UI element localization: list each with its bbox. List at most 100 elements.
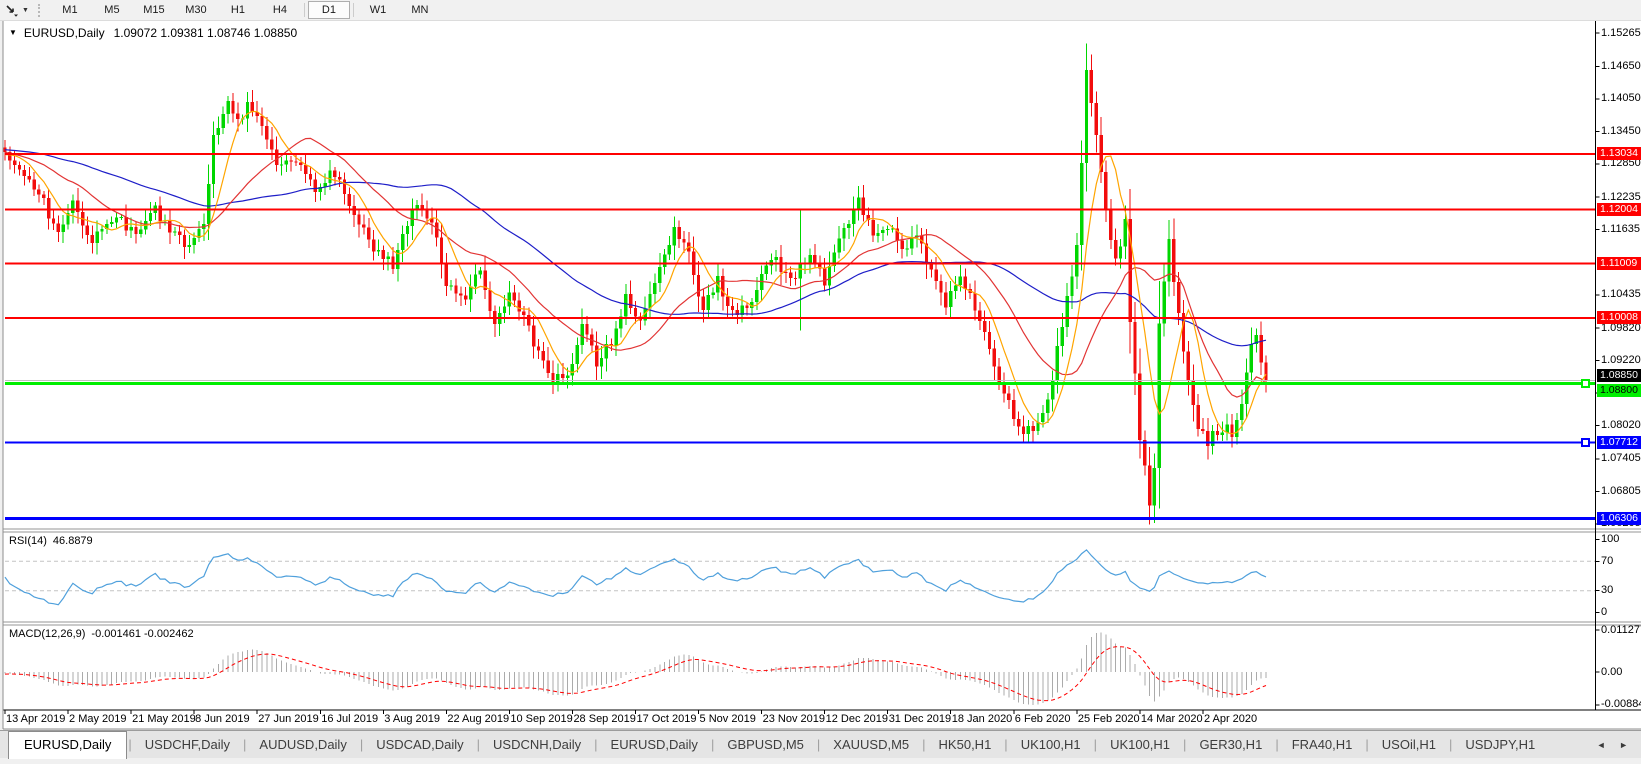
ma-line-21	[4, 137, 1267, 398]
bid-price-chip: 1.08850	[1597, 368, 1641, 382]
hlines-layer	[5, 152, 1595, 520]
price-chip-1.12004: 1.12004	[1597, 203, 1641, 217]
chart-tab-13-usoil-h1[interactable]: USOil,H1	[1381, 736, 1436, 752]
price-axis-label-1.15265: 1.15265	[1601, 26, 1641, 39]
tab-scroll-right-icon[interactable]: ►	[1619, 739, 1628, 750]
date-label-18-Jan-2020: 18 Jan 2020	[951, 713, 1013, 725]
rsi-value: 46.8879	[52, 535, 93, 547]
toolbar-separator	[352, 3, 354, 17]
price-chip-1.07712: 1.07712	[1597, 435, 1641, 449]
timeframe-button-m30[interactable]: M30	[185, 4, 207, 16]
price-chip-1.11009: 1.11009	[1597, 257, 1641, 271]
hline-handle-1.07712[interactable]	[1581, 437, 1590, 447]
rsi-axis-label-70: 70	[1601, 554, 1614, 567]
chart-tab-8-hk50-h1[interactable]: HK50,H1	[938, 736, 992, 752]
macd-axis-label-0.00: 0.00	[1601, 665, 1623, 678]
price-axis-label-1.10435: 1.10435	[1601, 288, 1641, 301]
date-label-8-Jun-2019: 8 Jun 2019	[195, 713, 250, 725]
price-axis-label-1.12235: 1.12235	[1601, 190, 1641, 203]
chart-tab-6-gbpusd-m5[interactable]: GBPUSD,M5	[727, 736, 804, 752]
date-label-31-Dec-2019: 31 Dec 2019	[888, 713, 952, 725]
rsi-line	[4, 549, 1267, 606]
hline-handle-1.08800[interactable]	[1581, 378, 1590, 388]
dropdown-caret-icon[interactable]: ▼	[22, 6, 29, 14]
toolbar-grip-handle[interactable]	[37, 3, 40, 17]
tab-separator: |	[710, 737, 715, 752]
rsi-axis-label-100: 100	[1601, 532, 1620, 545]
chart-symbol-label: EURUSD,Daily	[23, 26, 105, 40]
tab-separator: |	[1275, 737, 1279, 752]
chart-tabs: EURUSD,Daily | USDCHF,Daily | AUDUSD,Daily | U…	[0, 731, 1547, 759]
price-chip-1.06306: 1.06306	[1597, 512, 1641, 526]
timeframe-button-m1[interactable]: M1	[62, 4, 78, 16]
chart-tab-10-uk100-h1[interactable]: UK100,H1	[1110, 736, 1171, 752]
chart-cursor-icon[interactable]	[5, 4, 19, 17]
tab-separator: |	[922, 737, 926, 752]
tab-separator: |	[128, 737, 132, 752]
tab-separator: |	[816, 737, 821, 752]
ma-line-50	[4, 149, 1267, 347]
price-axis-label-1.08020: 1.08020	[1601, 419, 1641, 432]
toolbar-separator	[303, 3, 305, 17]
tab-separator: |	[1183, 737, 1187, 752]
tab-separator: |	[243, 737, 247, 752]
tab-separator: |	[476, 737, 481, 752]
rsi-title: RSI(14) 46.8879	[9, 535, 93, 547]
chart-tab-2-audusd-daily[interactable]: AUDUSD,Daily	[259, 736, 347, 752]
macd-value: -0.001461 -0.002462	[91, 628, 194, 640]
date-label-3-Aug-2019: 3 Aug 2019	[384, 713, 440, 725]
price-axis-label-1.14050: 1.14050	[1601, 92, 1641, 105]
timeframe-button-d1[interactable]: D1	[307, 1, 350, 19]
date-label-27-Jun-2019: 27 Jun 2019	[258, 713, 319, 725]
date-label-17-Oct-2019: 17 Oct 2019	[636, 713, 697, 725]
date-label-10-Sep-2019: 10 Sep 2019	[510, 713, 573, 725]
date-label-16-Jul-2019: 16 Jul 2019	[321, 713, 379, 725]
chart-tab-11-ger30-h1[interactable]: GER30,H1	[1199, 736, 1263, 752]
date-label-5-Nov-2019: 5 Nov 2019	[699, 713, 756, 725]
timeframe-button-m15[interactable]: M15	[143, 4, 165, 16]
tab-scroll-left-icon[interactable]: ◄	[1596, 739, 1606, 750]
timeframe-button-m5[interactable]: M5	[104, 4, 120, 16]
timeframe-toolbar: ▼ M1 M5 M15 M30 H1 H4 D1 W1 MN	[0, 0, 1641, 21]
rsi-name: RSI(14)	[9, 535, 47, 547]
tab-scroll-arrows: ◄ ►	[1586, 740, 1628, 750]
date-label-21-May-2019: 21 May 2019	[132, 713, 196, 725]
date-label-2-May-2019: 2 May 2019	[69, 713, 127, 725]
tab-separator: |	[594, 737, 598, 752]
timeframe-button-mn[interactable]: MN	[411, 4, 429, 16]
date-label-25-Feb-2020: 25 Feb 2020	[1077, 713, 1140, 725]
chart-tab-5-eurusd-daily[interactable]: EURUSD,Daily	[610, 736, 698, 752]
chart-tab-1-usdchf-daily[interactable]: USDCHF,Daily	[144, 736, 231, 752]
chart-tab-0-eurusd-daily[interactable]: EURUSD,Daily	[8, 731, 128, 759]
price-axis-label-1.09220: 1.09220	[1601, 354, 1641, 367]
tab-separator: |	[359, 737, 364, 752]
collapse-triangle-icon[interactable]: ▼	[9, 28, 17, 37]
price-axis-label-1.13450: 1.13450	[1601, 124, 1641, 137]
timeframe-button-w1[interactable]: W1	[369, 4, 387, 16]
timeframe-button-h1[interactable]: H1	[230, 4, 245, 16]
chart-tab-14-usdjpy-h1[interactable]: USDJPY,H1	[1465, 736, 1536, 752]
date-label-23-Nov-2019: 23 Nov 2019	[762, 713, 825, 725]
date-label-28-Sep-2019: 28 Sep 2019	[573, 713, 636, 725]
chart-tab-4-usdcnh-daily[interactable]: USDCNH,Daily	[493, 736, 582, 752]
macd-title: MACD(12,26,9) -0.001461 -0.002462	[9, 628, 194, 640]
tab-separator: |	[1004, 737, 1008, 752]
chart-ohlc-values: 1.09072 1.09381 1.08746 1.08850	[113, 26, 298, 40]
price-chip-1.13034: 1.13034	[1597, 147, 1641, 161]
tab-separator: |	[1448, 737, 1453, 752]
chart-tab-9-uk100-h1[interactable]: UK100,H1	[1020, 736, 1081, 752]
price-axis-label-1.14650: 1.14650	[1601, 59, 1641, 72]
chart-tab-3-usdcad-daily[interactable]: USDCAD,Daily	[376, 736, 464, 752]
tab-separator: |	[1365, 737, 1369, 752]
macd-name: MACD(12,26,9)	[9, 628, 86, 640]
chart-title: ▼ EURUSD,Daily 1.09072 1.09381 1.08746 1.0…	[9, 26, 297, 40]
price-chip-1.08800: 1.08800	[1597, 383, 1641, 397]
macd-histogram	[4, 632, 1267, 705]
rsi-axis-label-30: 30	[1601, 584, 1614, 597]
chart-tab-12-fra40-h1[interactable]: FRA40,H1	[1291, 736, 1353, 752]
price-axis-label-1.07405: 1.07405	[1601, 452, 1641, 465]
chart-tabs-bar: EURUSD,Daily | USDCHF,Daily | AUDUSD,Daily | U…	[0, 730, 1641, 759]
timeframe-button-h4[interactable]: H4	[272, 4, 287, 16]
chart-tab-7-xauusd-m5[interactable]: XAUUSD,M5	[833, 736, 910, 752]
